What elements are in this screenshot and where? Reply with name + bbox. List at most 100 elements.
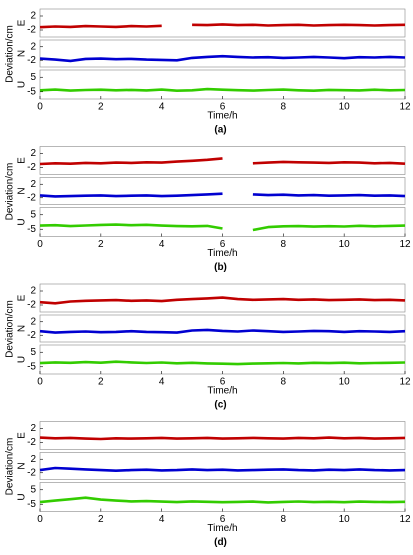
panel-caption: (a): [214, 125, 226, 136]
subplot-frame: [39, 421, 406, 450]
subplot-frame: [39, 69, 406, 100]
x-tick-label: 8: [281, 102, 287, 113]
x-tick-label: 6: [220, 102, 226, 113]
subplot-label: E: [17, 19, 28, 26]
x-tick-label: 8: [281, 377, 287, 388]
y-tick-label: 5: [30, 347, 36, 358]
subplot-label: N: [17, 462, 28, 469]
x-tick-label: 2: [98, 377, 104, 388]
y-axis-label: Deviation/cm: [5, 25, 16, 83]
x-tick-label: 4: [159, 102, 165, 113]
subplot-frame: [39, 39, 406, 68]
subplot-label: E: [17, 432, 28, 439]
subplot-label: N: [17, 325, 28, 332]
panel-caption: (c): [214, 400, 226, 411]
series-line: [39, 223, 406, 232]
series-line: [39, 496, 406, 504]
x-tick-label: 10: [339, 377, 351, 388]
x-axis-label: Time/h: [207, 386, 237, 397]
x-tick-label: 10: [339, 239, 351, 250]
y-tick-label: -2: [27, 300, 36, 311]
subplot-label: U: [17, 218, 28, 225]
subplot-frame: [39, 146, 406, 175]
y-tick-label: -2: [27, 25, 36, 36]
y-axis-label: Deviation/cm: [5, 163, 16, 221]
x-tick-label: 0: [37, 514, 43, 525]
subplot-label: U: [17, 356, 28, 363]
x-tick-label: 12: [399, 514, 411, 525]
x-tick-label: 8: [281, 514, 287, 525]
subplot-frame: [39, 177, 406, 205]
y-tick-label: 5: [30, 484, 36, 495]
y-axis-label: Deviation/cm: [5, 300, 16, 358]
y-tick-label: -2: [27, 55, 36, 66]
y-tick-label: 2: [30, 41, 36, 52]
y-tick-label: 5: [30, 209, 36, 220]
panel-caption: (b): [214, 262, 227, 273]
y-tick-label: -2: [27, 330, 36, 341]
x-tick-label: 4: [159, 377, 165, 388]
subplot-label: N: [17, 187, 28, 194]
x-tick-label: 8: [281, 239, 287, 250]
x-tick-label: 0: [37, 239, 43, 250]
subplot-label: E: [17, 157, 28, 164]
x-axis-label: Time/h: [207, 111, 237, 122]
y-tick-label: 2: [30, 11, 36, 22]
subplot-frame: [39, 8, 406, 38]
x-tick-label: 4: [159, 514, 165, 525]
x-tick-label: 6: [220, 514, 226, 525]
x-tick-label: 12: [399, 377, 411, 388]
y-tick-label: -2: [27, 437, 36, 448]
subplot-label: U: [17, 493, 28, 500]
x-tick-label: 12: [399, 239, 411, 250]
x-tick-label: 10: [339, 514, 351, 525]
y-tick-label: -2: [27, 467, 36, 478]
series-line: [39, 192, 406, 198]
x-tick-label: 6: [220, 239, 226, 250]
subplot-frame: [39, 314, 406, 343]
panel-caption: (d): [214, 537, 227, 548]
subplot-frame: [39, 207, 406, 237]
series-line: [39, 54, 406, 63]
x-tick-label: 2: [98, 102, 104, 113]
series-line: [39, 328, 406, 334]
y-tick-label: -5: [27, 86, 36, 97]
subplot-frame: [39, 283, 406, 313]
series-line: [39, 296, 406, 305]
x-tick-label: 12: [399, 102, 411, 113]
y-tick-label: 2: [30, 148, 36, 159]
x-tick-label: 2: [98, 514, 104, 525]
x-tick-label: 0: [37, 377, 43, 388]
x-tick-label: 10: [339, 102, 351, 113]
y-tick-label: 2: [30, 423, 36, 434]
y-tick-label: 2: [30, 179, 36, 190]
y-tick-label: 2: [30, 316, 36, 327]
y-tick-label: -5: [27, 499, 36, 510]
series-line: [39, 87, 406, 92]
subplot-frame: [39, 344, 406, 375]
subplot-frame: [39, 452, 406, 480]
series-line: [39, 436, 406, 441]
y-tick-label: 2: [30, 454, 36, 465]
y-axis-label: Deviation/cm: [5, 438, 16, 496]
y-tick-label: 2: [30, 286, 36, 297]
x-tick-label: 4: [159, 239, 165, 250]
x-tick-label: 6: [220, 377, 226, 388]
x-tick-label: 2: [98, 239, 104, 250]
y-tick-label: 5: [30, 72, 36, 83]
y-tick-label: -5: [27, 224, 36, 235]
series-line: [39, 157, 406, 166]
y-tick-label: -2: [27, 192, 36, 203]
subplot-label: E: [17, 294, 28, 301]
subplot-label: U: [17, 81, 28, 88]
x-axis-label: Time/h: [207, 248, 237, 259]
x-tick-label: 0: [37, 102, 43, 113]
series-line: [39, 466, 406, 472]
subplot-label: N: [17, 50, 28, 57]
y-tick-label: -2: [27, 162, 36, 173]
series-line: [39, 360, 406, 366]
x-axis-label: Time/h: [207, 523, 237, 534]
subplot-frame: [39, 482, 406, 512]
series-line: [39, 23, 406, 29]
